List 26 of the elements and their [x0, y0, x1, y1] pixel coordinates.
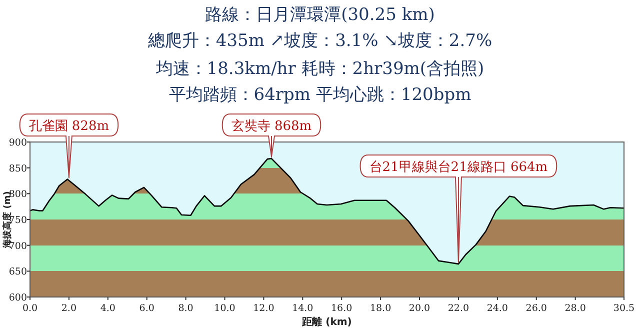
y-tick-label: 850: [8, 163, 27, 174]
x-tick-label: 4.0: [100, 303, 116, 314]
x-tick-label: 10.0: [214, 303, 236, 314]
y-tick-label: 650: [8, 266, 27, 278]
x-tick-label: 26.0: [526, 303, 547, 314]
x-tick-label: 6.0: [139, 303, 154, 314]
x-tick-label: 20.0: [408, 303, 430, 314]
y-tick-label: 600: [8, 292, 27, 304]
text: 均速：18.3km/hr 耗時：2hr39m(含拍照): [154, 59, 484, 79]
text: 平均踏頻：64rpm 平均心跳：120bpm: [168, 85, 472, 105]
x-tick-label: 30.5: [613, 303, 635, 314]
y-tick-label: 800: [8, 189, 27, 200]
x-tick-label: 28.0: [564, 303, 586, 314]
x-axis-title: 距離 (km): [301, 316, 352, 328]
y-tick-label: 900: [8, 138, 27, 148]
x-tick-label: 22.0: [448, 303, 470, 314]
chart-title: 路線：日月潭環潭(30.25 km): [205, 5, 435, 25]
x-tick-label: 18.0: [370, 303, 392, 314]
x-tick-label: 24.0: [486, 303, 508, 314]
chart-subtitle: 總爬升：435m ↗坡度：3.1% ↘坡度：2.7%: [146, 31, 492, 51]
x-tick-label: 14.0: [292, 303, 314, 314]
x-tick-label: 12.0: [253, 303, 274, 314]
x-tick-label: 16.0: [331, 303, 352, 314]
x-tick-label: 8.0: [178, 303, 194, 314]
x-tick-label: 2.0: [61, 303, 77, 314]
x-tick-label: 0.0: [22, 303, 38, 314]
